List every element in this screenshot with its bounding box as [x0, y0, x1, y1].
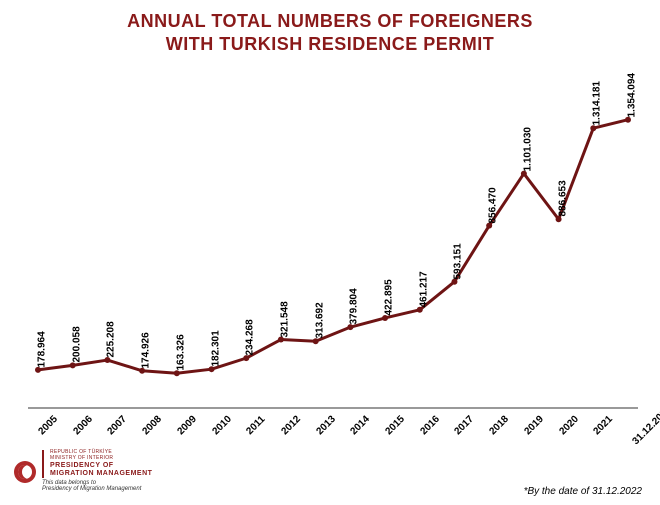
line-chart: 178.964 200.058 225.208 174.926 163.326 182.3…: [28, 72, 638, 412]
logo-text: REPUBLIC OF TÜRKİYE MINISTRY OF INTERIOR…: [42, 450, 152, 478]
data-point: [347, 324, 353, 330]
value-label: 163.326: [175, 335, 186, 371]
data-point: [590, 125, 596, 131]
data-point: [313, 338, 319, 344]
value-label: 856.470: [488, 187, 499, 223]
data-point: [174, 370, 180, 376]
x-tick-label: 2005: [36, 414, 60, 438]
x-tick-label: 2009: [175, 414, 199, 438]
title-line-1: ANNUAL TOTAL NUMBERS OF FOREIGNERS: [0, 10, 660, 33]
x-tick-label: 2014: [349, 414, 373, 438]
value-label: 1.101.030: [522, 127, 533, 172]
x-tick-label: 2007: [106, 414, 130, 438]
x-tick-label: 2008: [141, 414, 165, 438]
x-tick-label: 2017: [453, 414, 477, 438]
data-point: [104, 357, 110, 363]
data-point: [139, 368, 145, 374]
data-point: [35, 367, 41, 373]
x-tick-label: 2011: [245, 414, 268, 437]
x-tick-label: 2006: [71, 414, 95, 438]
source-logo-block: REPUBLIC OF TÜRKİYE MINISTRY OF INTERIOR…: [14, 450, 152, 493]
x-tick-label: 2012: [279, 414, 303, 438]
logo-line-3: PRESIDENCY OF: [50, 462, 152, 470]
data-point: [70, 362, 76, 368]
value-label: 379.804: [349, 288, 360, 324]
data-point: [625, 117, 631, 123]
attrib-line-1: This data belongs to: [42, 480, 152, 487]
chart-title: ANNUAL TOTAL NUMBERS OF FOREIGNERS WITH …: [0, 10, 660, 55]
value-label: 422.895: [384, 279, 395, 315]
x-tick-label: 2016: [418, 414, 442, 438]
data-point: [417, 307, 423, 313]
series-line: [38, 120, 628, 374]
value-label: 1.354.094: [627, 73, 638, 118]
value-label: 593.151: [453, 243, 464, 279]
value-label: 182.301: [210, 331, 221, 367]
x-tick-label: 2019: [522, 414, 546, 438]
x-tick-label: 2021: [592, 414, 616, 438]
chart-frame: ANNUAL TOTAL NUMBERS OF FOREIGNERS WITH …: [0, 0, 660, 505]
attribution: This data belongs to Presidency of Migra…: [42, 480, 152, 493]
crescent-cut-icon: [18, 465, 32, 479]
data-point: [486, 223, 492, 229]
crescent-logo-icon: [14, 461, 36, 483]
chart-svg: [28, 72, 638, 412]
data-point: [451, 279, 457, 285]
data-point: [382, 315, 388, 321]
attrib-line-2: Presidency of Migration Management: [42, 486, 152, 493]
title-line-2: WITH TURKISH RESIDENCE PERMIT: [0, 33, 660, 56]
value-label: 178.964: [37, 331, 48, 367]
x-tick-label: 2020: [557, 414, 581, 438]
x-tick-label: 2013: [314, 414, 338, 438]
value-label: 1.314.181: [592, 81, 603, 126]
logo-text-block: REPUBLIC OF TÜRKİYE MINISTRY OF INTERIOR…: [42, 450, 152, 493]
data-point: [243, 355, 249, 361]
value-label: 174.926: [141, 332, 152, 368]
value-label: 200.058: [71, 327, 82, 363]
value-label: 461.217: [418, 271, 429, 307]
logo-line-4: MIGRATION MANAGEMENT: [50, 470, 152, 478]
value-label: 313.692: [314, 303, 325, 339]
value-label: 225.208: [106, 321, 117, 357]
value-label: 886.653: [557, 181, 568, 217]
value-label: 234.268: [245, 319, 256, 355]
value-label: 321.548: [279, 301, 290, 337]
footnote: *By the date of 31.12.2022: [524, 486, 642, 497]
x-tick-label: 2018: [488, 414, 512, 438]
x-tick-label: 2015: [383, 414, 407, 438]
data-point: [209, 366, 215, 372]
data-point: [556, 216, 562, 222]
x-tick-label: 2010: [210, 414, 234, 438]
